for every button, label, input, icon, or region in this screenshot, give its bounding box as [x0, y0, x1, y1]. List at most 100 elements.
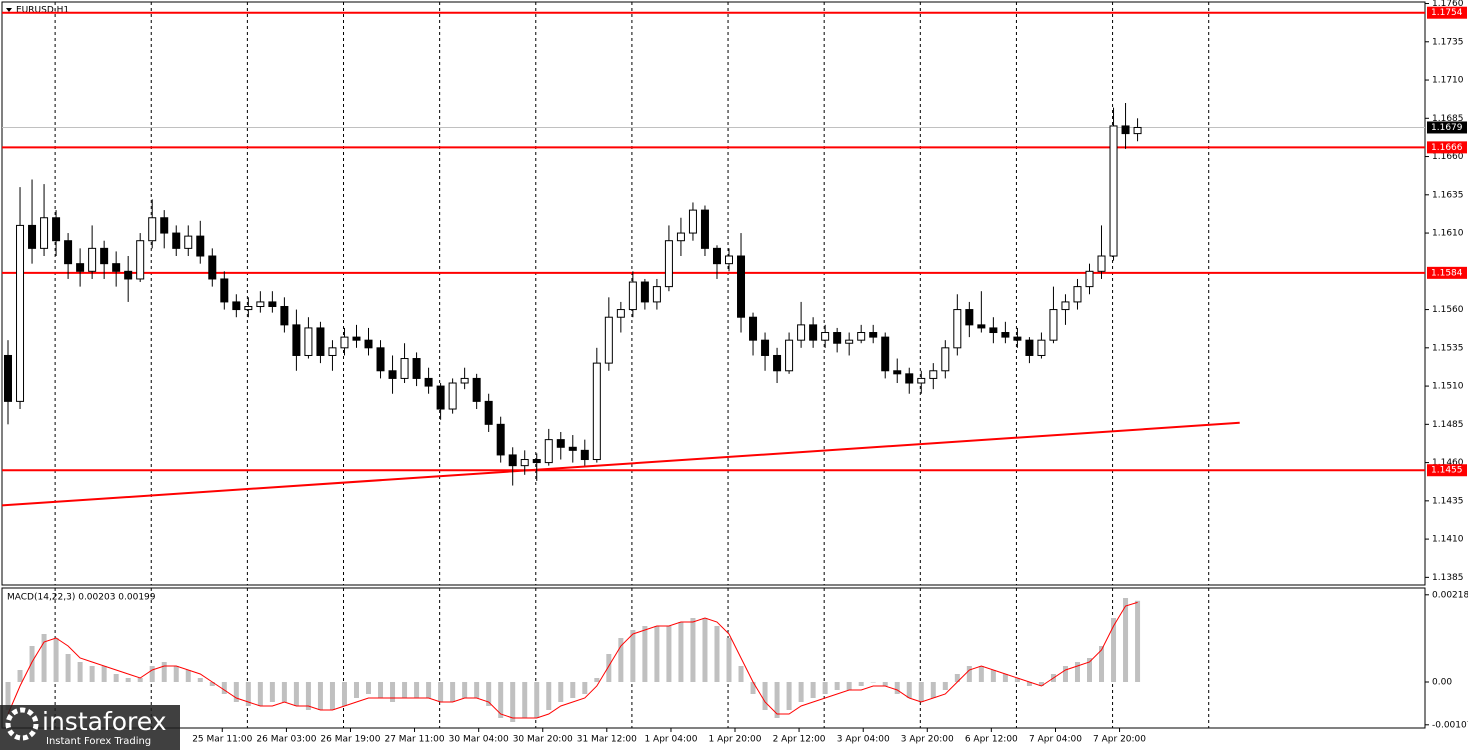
candle-body [304, 327, 313, 356]
macd-bar [522, 682, 528, 718]
macd-bar [738, 666, 744, 682]
level-label-box [1427, 266, 1467, 279]
candle-body [532, 459, 541, 464]
candle-body [628, 281, 637, 311]
macd-bar [438, 682, 444, 702]
candle-body [544, 439, 553, 464]
macd-bar [618, 638, 624, 682]
x-tick-label: 3 Apr 20:00 [901, 735, 954, 745]
macd-bar [630, 630, 636, 682]
candle-body [568, 446, 577, 451]
y-tick-label: 1.1485 [1432, 420, 1464, 430]
macd-bar [558, 682, 564, 702]
candle-body [76, 263, 85, 272]
macd-bar [402, 682, 408, 698]
candle-body [508, 454, 517, 467]
macd-bar [293, 682, 299, 706]
candle-body [929, 370, 938, 379]
macd-bar [378, 682, 384, 698]
macd-bar [1014, 678, 1020, 682]
macd-panel [1, 587, 1426, 729]
candle-body [580, 449, 589, 461]
macd-bar [882, 682, 888, 686]
y-tick-label: 1.1660 [1432, 152, 1464, 162]
macd-bar [930, 682, 936, 698]
candle-body [857, 332, 866, 341]
macd-bar [5, 682, 11, 710]
candle-body [40, 217, 49, 249]
candle-body [712, 247, 721, 265]
x-tick-label: 7 Apr 20:00 [1093, 735, 1146, 745]
y-tick-label: 1.1635 [1432, 190, 1464, 200]
macd-bar [101, 666, 107, 682]
macd-bar [834, 682, 840, 690]
x-tick-label: 25 Mar 11:00 [192, 735, 252, 745]
macd-bar [233, 682, 239, 702]
candle-body [256, 301, 265, 308]
candle-body [484, 400, 493, 425]
candle-body [136, 240, 145, 280]
candle-body [1109, 125, 1118, 257]
candle-body [208, 255, 217, 280]
candle-body [917, 377, 926, 384]
macd-bar [125, 678, 131, 682]
candle-body [592, 362, 601, 461]
macd-tick-label: -0.00107 [1432, 720, 1468, 730]
macd-bar [534, 682, 540, 718]
x-tick-label: 1 Apr 20:00 [709, 735, 762, 745]
x-tick-label: 3 Apr 04:00 [837, 735, 890, 745]
macd-bar [978, 666, 984, 682]
candle-body [1013, 336, 1022, 341]
candle-body [64, 240, 73, 265]
x-tick-label: 7 Apr 04:00 [1029, 735, 1082, 745]
level-label: 1.1666 [1431, 143, 1463, 153]
candle-body [905, 373, 914, 384]
candle-body [172, 232, 181, 249]
candle-body [965, 309, 974, 326]
y-tick-label: 1.1460 [1432, 458, 1464, 468]
macd-bar [161, 662, 167, 682]
candle-body [737, 255, 746, 318]
candle-body [1121, 125, 1130, 135]
candle-body [893, 370, 902, 375]
candle-body [4, 354, 13, 402]
macd-bar [414, 682, 420, 698]
candle-body [640, 281, 649, 303]
macd-bar [462, 682, 468, 698]
macd-bar [17, 670, 23, 682]
macd-bar [906, 682, 912, 698]
macd-bar [942, 682, 948, 690]
menu-arrow [6, 8, 12, 12]
y-tick-label: 1.1535 [1432, 343, 1464, 353]
macd-bar [1038, 682, 1044, 686]
candle-body [268, 301, 277, 308]
candle-body [556, 439, 565, 448]
candle-body [953, 309, 962, 349]
y-tick-label: 1.1710 [1432, 76, 1464, 86]
macd-bar [810, 682, 816, 698]
candle-body [977, 324, 986, 329]
x-tick-label: 31 Mar 12:00 [577, 735, 637, 745]
candle-body [160, 217, 169, 234]
candle-body [388, 370, 397, 379]
candle-body [52, 217, 61, 242]
macd-bar [954, 674, 960, 682]
y-tick-label: 1.1760 [1432, 0, 1464, 9]
candle-body [1133, 126, 1142, 135]
macd-bar [1002, 674, 1008, 682]
candle-body [412, 358, 421, 379]
candle-body [184, 235, 193, 249]
candle-body [725, 255, 734, 265]
macd-bar [426, 682, 432, 698]
macd-bar [1062, 666, 1068, 682]
macd-bar [990, 670, 996, 682]
macd-bar [474, 682, 480, 698]
macd-bar [149, 666, 155, 682]
candle-body [460, 377, 469, 384]
macd-bar [714, 626, 720, 682]
x-tick-label: 2 Apr 12:00 [773, 735, 826, 745]
macd-bar [1026, 682, 1032, 686]
candle-body [1001, 332, 1010, 338]
bid-label-box [1427, 121, 1467, 134]
candle-body [652, 286, 661, 303]
